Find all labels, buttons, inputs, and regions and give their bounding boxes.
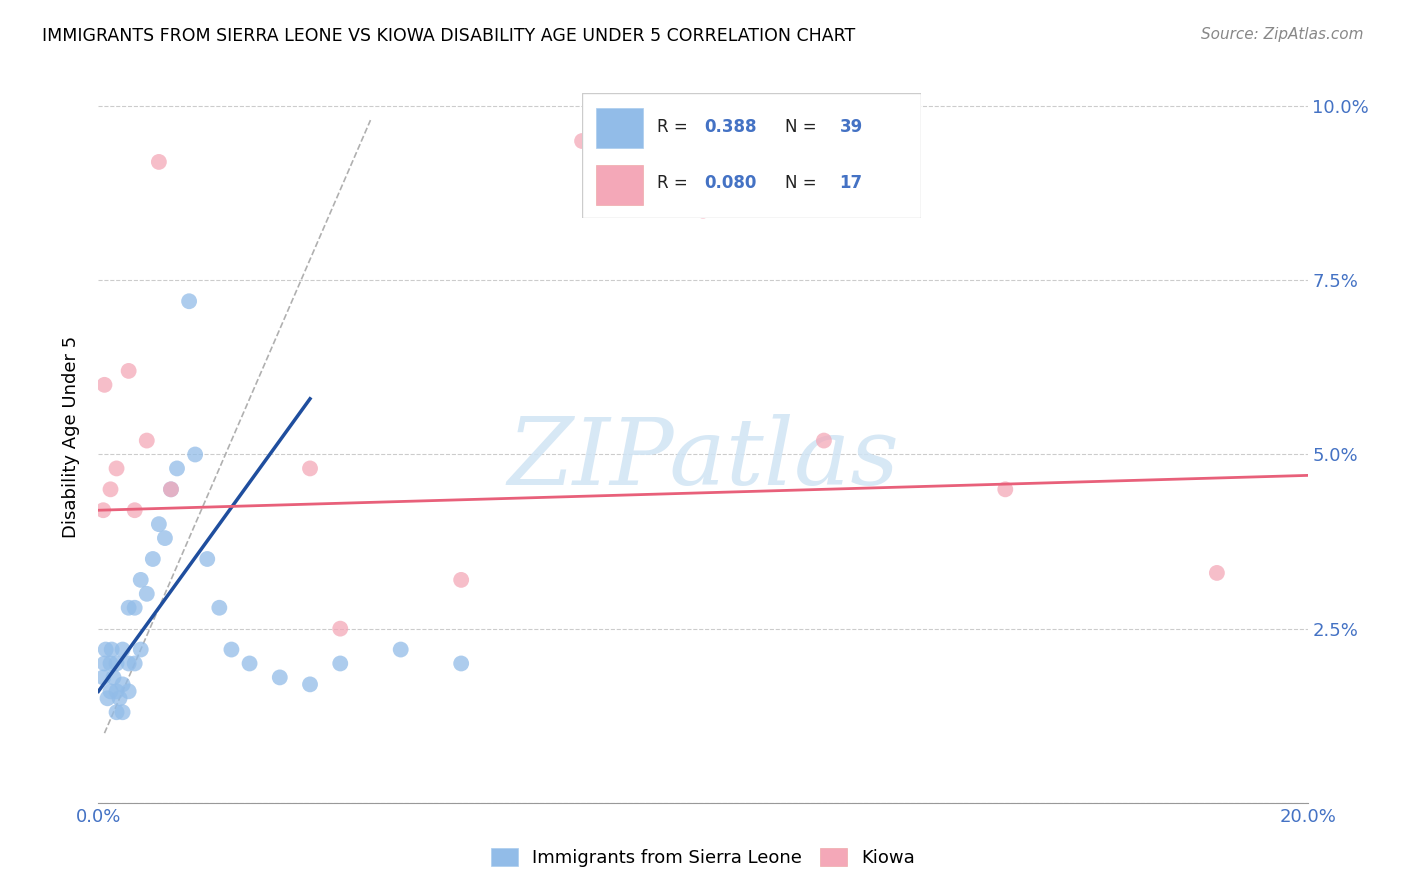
Point bbox=[299, 461, 322, 475]
Point bbox=[148, 517, 170, 532]
Point bbox=[100, 657, 122, 671]
Point bbox=[208, 600, 231, 615]
Point bbox=[124, 600, 146, 615]
Point bbox=[105, 657, 128, 671]
Point bbox=[299, 677, 322, 691]
Point bbox=[94, 642, 117, 657]
Point bbox=[108, 691, 131, 706]
Point bbox=[100, 684, 122, 698]
Point bbox=[813, 434, 835, 448]
Point bbox=[118, 600, 141, 615]
Y-axis label: Disability Age Under 5: Disability Age Under 5 bbox=[62, 336, 80, 538]
Point bbox=[160, 483, 183, 497]
Point bbox=[91, 670, 114, 684]
Point bbox=[184, 448, 207, 462]
Point bbox=[166, 461, 188, 475]
Point bbox=[195, 552, 218, 566]
Point bbox=[179, 294, 201, 309]
Point bbox=[91, 503, 114, 517]
Point bbox=[111, 642, 134, 657]
Text: Source: ZipAtlas.com: Source: ZipAtlas.com bbox=[1201, 27, 1364, 42]
Point bbox=[105, 705, 128, 719]
Point bbox=[692, 203, 714, 218]
Point bbox=[135, 434, 157, 448]
Point bbox=[105, 461, 128, 475]
Point bbox=[124, 503, 146, 517]
Point bbox=[329, 657, 352, 671]
Legend: Immigrants from Sierra Leone, Kiowa: Immigrants from Sierra Leone, Kiowa bbox=[484, 840, 922, 874]
Point bbox=[221, 642, 243, 657]
Point bbox=[129, 642, 152, 657]
Point bbox=[239, 657, 262, 671]
Point bbox=[118, 657, 141, 671]
Point bbox=[269, 670, 291, 684]
Point bbox=[571, 134, 593, 148]
Point bbox=[111, 705, 134, 719]
Point bbox=[105, 684, 128, 698]
Point bbox=[100, 483, 122, 497]
Point bbox=[124, 657, 146, 671]
Text: ZIPatlas: ZIPatlas bbox=[508, 414, 898, 504]
Point bbox=[129, 573, 152, 587]
Point bbox=[1206, 566, 1229, 580]
Point bbox=[103, 670, 125, 684]
Point bbox=[450, 657, 472, 671]
Point bbox=[96, 691, 118, 706]
Point bbox=[93, 657, 115, 671]
Point bbox=[100, 642, 122, 657]
Point bbox=[450, 573, 472, 587]
Point bbox=[160, 483, 183, 497]
Point bbox=[118, 684, 141, 698]
Point bbox=[118, 364, 141, 378]
Point bbox=[329, 622, 352, 636]
Point bbox=[994, 483, 1017, 497]
Text: IMMIGRANTS FROM SIERRA LEONE VS KIOWA DISABILITY AGE UNDER 5 CORRELATION CHART: IMMIGRANTS FROM SIERRA LEONE VS KIOWA DI… bbox=[42, 27, 855, 45]
Point bbox=[389, 642, 412, 657]
Point bbox=[148, 155, 170, 169]
Point bbox=[111, 677, 134, 691]
Point bbox=[93, 377, 115, 392]
Point bbox=[153, 531, 176, 545]
Point bbox=[142, 552, 165, 566]
Point bbox=[135, 587, 157, 601]
